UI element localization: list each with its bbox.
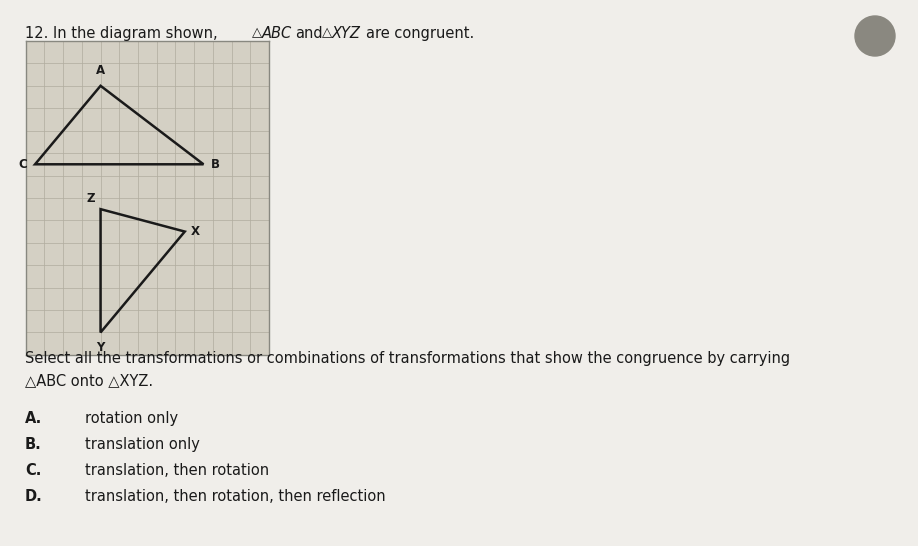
Text: translation, then rotation, then reflection: translation, then rotation, then reflect…: [85, 489, 386, 504]
Text: Y: Y: [96, 341, 105, 354]
Text: C: C: [19, 158, 28, 171]
Text: 12. In the diagram shown,: 12. In the diagram shown,: [25, 26, 218, 41]
Text: △ABC onto △XYZ.: △ABC onto △XYZ.: [25, 373, 153, 388]
Text: rotation only: rotation only: [85, 411, 178, 426]
Text: A: A: [96, 64, 106, 77]
Text: translation, then rotation: translation, then rotation: [85, 463, 269, 478]
Text: are congruent.: are congruent.: [366, 26, 475, 41]
Text: and: and: [295, 26, 322, 41]
Text: D.: D.: [25, 489, 43, 504]
Text: B: B: [211, 158, 220, 171]
Text: translation only: translation only: [85, 437, 200, 452]
Text: B.: B.: [25, 437, 41, 452]
Text: △: △: [252, 26, 263, 39]
Text: △: △: [322, 26, 332, 39]
Text: ABC: ABC: [262, 26, 292, 41]
Text: X: X: [190, 225, 199, 238]
Text: Z: Z: [86, 192, 95, 205]
Circle shape: [855, 16, 895, 56]
Text: XYZ: XYZ: [332, 26, 361, 41]
Text: Select all the transformations or combinations of transformations that show the : Select all the transformations or combin…: [25, 351, 790, 366]
Text: A.: A.: [25, 411, 42, 426]
Text: C.: C.: [25, 463, 41, 478]
